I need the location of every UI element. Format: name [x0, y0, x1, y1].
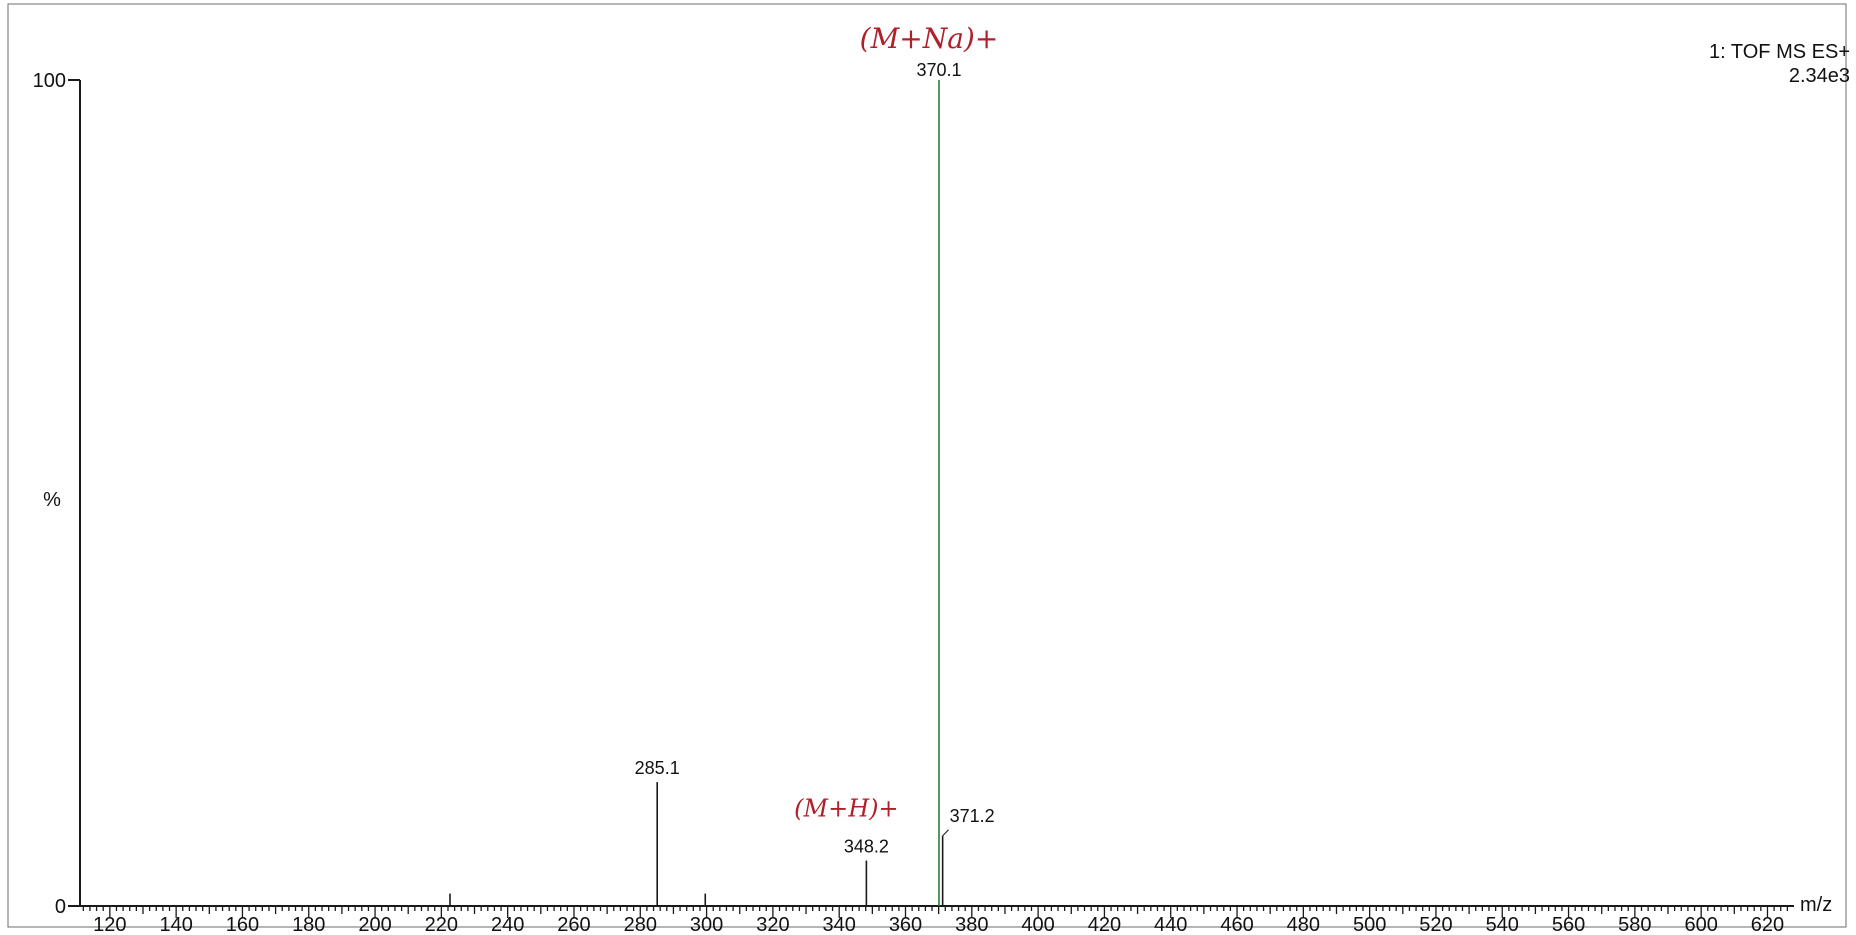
x-tick-label: 320 [756, 914, 789, 935]
peak-label: 348.2 [844, 837, 889, 857]
x-tick-label: 620 [1751, 914, 1784, 935]
x-tick-label: 500 [1353, 914, 1386, 935]
x-tick-label: 360 [889, 914, 922, 935]
x-tick-label: 200 [358, 914, 391, 935]
y-tick-label: 0 [55, 896, 66, 918]
x-tick-label: 600 [1684, 914, 1717, 935]
x-tick-label: 400 [1021, 914, 1054, 935]
peaks: 285.1 348.2 370.1 371.2 [449, 60, 995, 906]
x-tick-label: 460 [1220, 914, 1253, 935]
x-tick-label: 480 [1287, 914, 1320, 935]
x-ticks: 120 140 160 180 200 220 240 260 280 300 320 340 360 3… [82, 906, 1789, 935]
peak-label: 371.2 [950, 806, 995, 826]
x-tick-label: 280 [624, 914, 657, 935]
annotations: (M+Na)+ (M+H)+ [794, 22, 998, 823]
x-tick-label: 440 [1154, 914, 1187, 935]
x-tick-label: 240 [491, 914, 524, 935]
x-tick-label: 540 [1486, 914, 1519, 935]
peak-label: 285.1 [635, 758, 680, 778]
x-tick-label: 420 [1088, 914, 1121, 935]
y-axis-label: % [43, 489, 61, 511]
x-tick-label: 340 [823, 914, 856, 935]
x-tick-label: 300 [690, 914, 723, 935]
chart-border [7, 3, 1847, 928]
y-ticks: 0 100 [33, 70, 80, 918]
x-tick-label: 260 [557, 914, 590, 935]
x-axis-label: m/z [1800, 894, 1832, 916]
y-tick-label: 100 [33, 70, 66, 92]
x-tick-label: 120 [93, 914, 126, 935]
peak-label: 370.1 [916, 60, 961, 80]
peak-label-leader [942, 829, 949, 837]
handwritten-annotation: (M+Na)+ [860, 22, 999, 55]
x-tick-label: 220 [425, 914, 458, 935]
handwritten-annotation: (M+H)+ [794, 795, 898, 823]
x-tick-label: 580 [1618, 914, 1651, 935]
chart-subtitle: 2.34e3 [1789, 65, 1850, 87]
x-tick-label: 520 [1419, 914, 1452, 935]
x-tick-label: 180 [292, 914, 325, 935]
x-tick-label: 560 [1552, 914, 1585, 935]
chart-title: 1: TOF MS ES+ [1709, 41, 1850, 63]
x-tick-label: 140 [159, 914, 192, 935]
x-tick-label: 380 [955, 914, 988, 935]
x-tick-label: 160 [226, 914, 259, 935]
